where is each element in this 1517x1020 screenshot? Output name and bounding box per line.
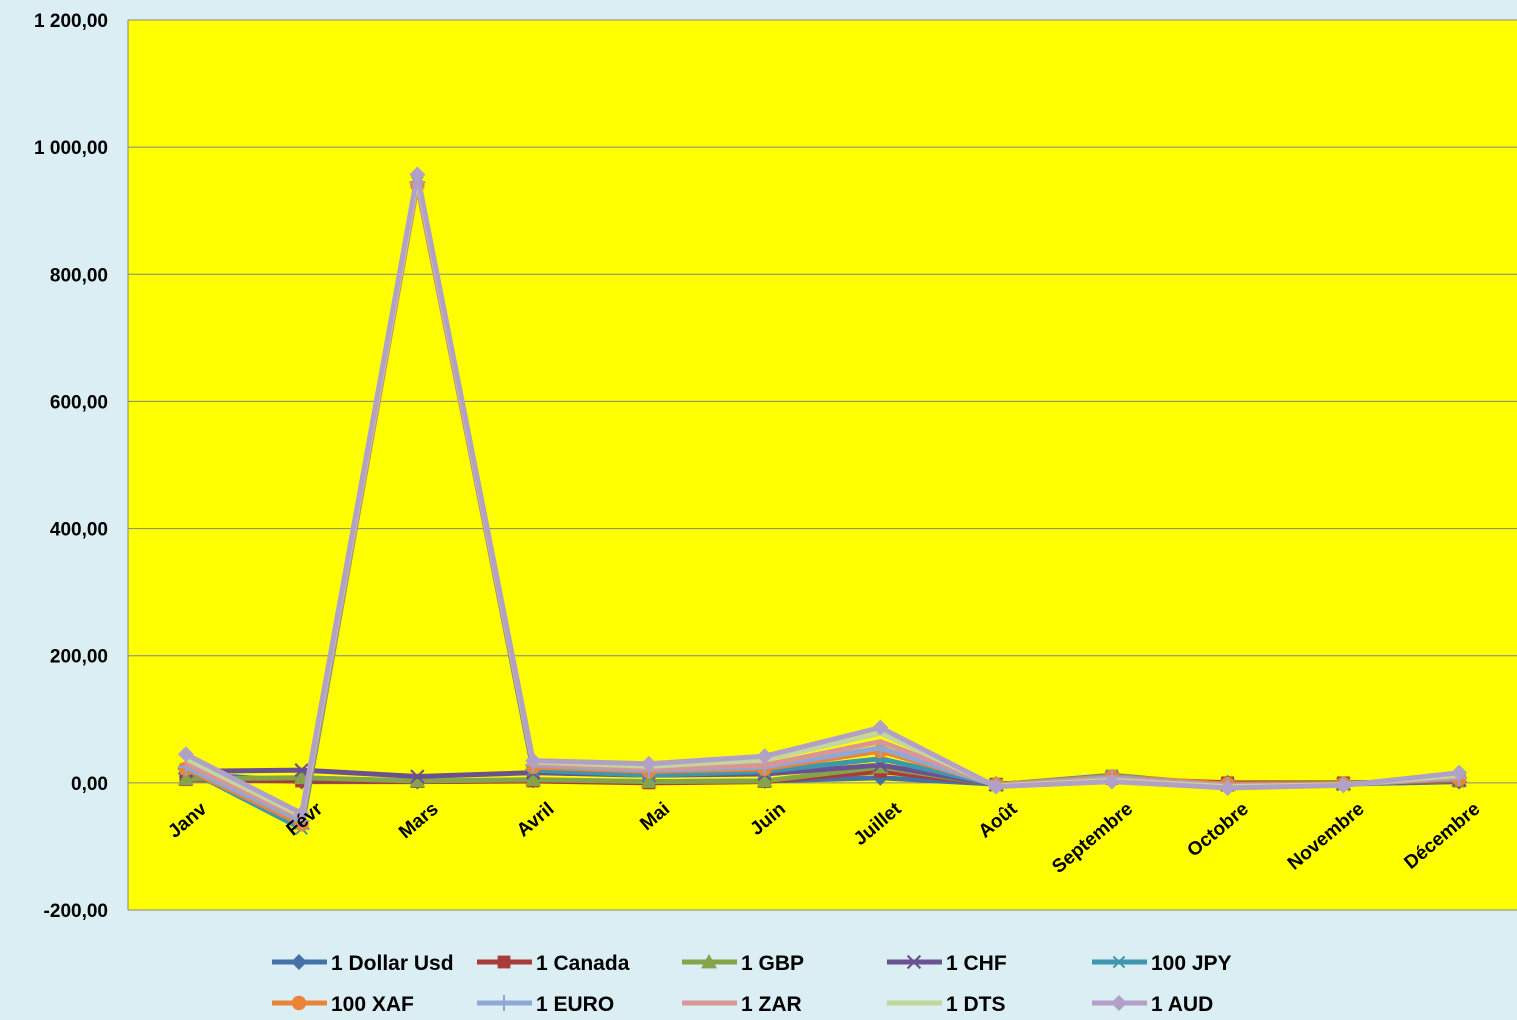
series-10 xyxy=(177,166,1468,822)
legend-item: 1 Canada xyxy=(477,952,630,975)
legend-label: 100 JPY xyxy=(1151,952,1232,975)
legend-item: 100 JPY xyxy=(1092,952,1232,975)
legend-item: 1 ZAR xyxy=(682,993,802,1016)
point-marker xyxy=(291,954,307,970)
legend-label: 1 AUD xyxy=(1151,993,1213,1016)
y-tick-label: 1 000,00 xyxy=(34,138,108,159)
point-marker xyxy=(1451,764,1468,781)
legend-label: 1 EURO xyxy=(536,993,614,1016)
legend-label: 1 GBP xyxy=(741,952,804,975)
point-marker xyxy=(409,772,426,788)
point-marker xyxy=(906,954,922,970)
legend-label: 1 ZAR xyxy=(741,993,802,1016)
point-marker xyxy=(291,995,307,1011)
legend-label: 1 DTS xyxy=(946,993,1006,1016)
legend-label: 1 CHF xyxy=(946,952,1007,975)
point-marker xyxy=(701,954,717,969)
point-marker xyxy=(640,755,657,772)
y-tick-label: 1 200,00 xyxy=(34,11,108,32)
legend-label: 1 Dollar Usd xyxy=(331,952,454,975)
point-marker xyxy=(1111,995,1127,1011)
legend-item: 100 XAF xyxy=(272,993,414,1016)
legend-item: 1 Dollar Usd xyxy=(272,952,454,975)
point-marker xyxy=(1335,777,1352,794)
point-marker xyxy=(988,778,1005,795)
point-marker xyxy=(640,773,657,788)
y-tick-label: 400,00 xyxy=(50,520,108,541)
legend-item: 1 GBP xyxy=(682,952,804,975)
point-marker xyxy=(293,805,310,822)
y-axis-tick-labels: -200,00 0,00 200,00 400,00 600,00 800,00 1 000… xyxy=(34,11,108,922)
point-marker xyxy=(525,752,542,769)
series-layer xyxy=(177,166,1468,835)
point-marker xyxy=(525,771,542,787)
point-marker xyxy=(756,772,773,788)
point-marker xyxy=(496,995,512,1011)
point-marker xyxy=(1103,773,1120,790)
series-line xyxy=(184,171,1460,816)
point-marker xyxy=(497,955,511,969)
point-marker xyxy=(294,762,309,778)
point-marker xyxy=(409,166,426,183)
point-marker xyxy=(1111,955,1127,969)
point-marker xyxy=(410,769,425,784)
legend-item: 1 DTS xyxy=(887,993,1006,1016)
y-tick-label: -200,00 xyxy=(44,901,108,922)
legend-item: 1 EURO xyxy=(477,993,614,1016)
point-marker xyxy=(177,771,194,786)
legend-item: 1 CHF xyxy=(887,952,1007,975)
y-tick-label: 0,00 xyxy=(71,774,108,795)
point-marker xyxy=(872,719,889,736)
point-marker xyxy=(1219,779,1236,796)
point-marker xyxy=(177,746,194,763)
legend-label: 1 Canada xyxy=(536,952,630,975)
point-marker xyxy=(756,748,773,765)
y-tick-label: 200,00 xyxy=(50,647,108,668)
y-tick-label: 600,00 xyxy=(50,392,108,413)
legend-item: 1 AUD xyxy=(1092,993,1213,1016)
legend-label: 100 XAF xyxy=(331,993,414,1016)
y-tick-label: 800,00 xyxy=(50,265,108,286)
legend: 1 Dollar Usd 1 Canada 1 GBP 1 CHF 100 JPY 100… xyxy=(272,952,1232,1016)
